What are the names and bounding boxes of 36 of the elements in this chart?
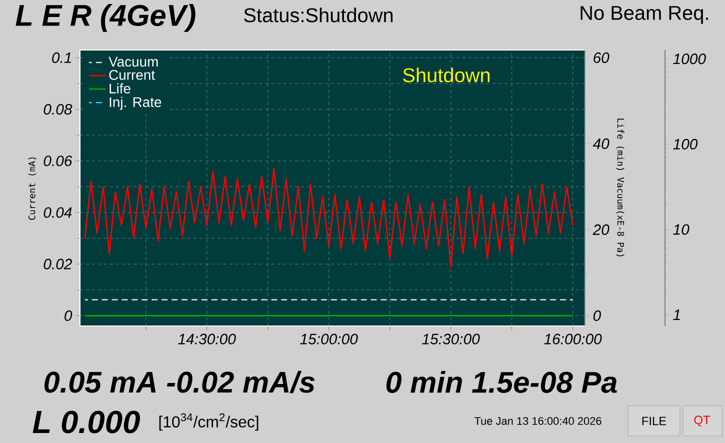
legend-label: Inj. Rate bbox=[110, 96, 162, 110]
y-axis-title: Current (mA) bbox=[28, 157, 36, 220]
y-tick-label: 0.04 bbox=[44, 207, 72, 218]
chart-title: L E R (4GeV) bbox=[16, 4, 196, 32]
x-tick-label: 15:00:00 bbox=[300, 334, 358, 344]
y3-tick-label: 1 bbox=[673, 310, 680, 320]
y-tick-label: 0.06 bbox=[44, 156, 72, 166]
line-series bbox=[84, 168, 574, 268]
y3-tick-label: 10 bbox=[673, 224, 690, 235]
y2-tick-label: 0 bbox=[593, 310, 601, 321]
legend-label: Life bbox=[110, 83, 130, 94]
text: No Beam Req. bbox=[580, 6, 708, 24]
legend-label: Vacuum bbox=[108, 56, 158, 67]
text: [10$^{34}$/cm$^{2}$/sec] bbox=[159, 413, 258, 431]
y2-tick-label: 20 bbox=[592, 224, 610, 235]
y2-axis-title: Life (min) Vacuum(xE-8 Pa) bbox=[616, 118, 624, 256]
text: L 0.000 bbox=[32, 410, 140, 434]
y-tick-label: 0.1 bbox=[52, 52, 71, 64]
y3-tick-label: 1000 bbox=[673, 54, 706, 64]
text: FILE bbox=[642, 416, 666, 426]
text: QT bbox=[694, 416, 710, 426]
text: 0 min 1.5e-08 Pa bbox=[386, 371, 617, 393]
x-tick-label: 15:30:00 bbox=[422, 334, 480, 344]
text: Tue Jan 13 16:00:40 2026 bbox=[474, 417, 602, 425]
legend-label: Current bbox=[109, 70, 155, 80]
x-tick-label: 14:30:00 bbox=[178, 334, 236, 344]
x-tick-label: 16:00:00 bbox=[544, 334, 602, 344]
y-tick-label: 0.02 bbox=[44, 258, 72, 270]
y-tick-label: 0.08 bbox=[44, 104, 72, 115]
text: 0.05 mA -0.02 mA/s bbox=[44, 370, 315, 394]
chart-subtitle: Status:Shutdown bbox=[244, 8, 393, 22]
y2-tick-label: 40 bbox=[592, 138, 610, 149]
y2-tick-label: 60 bbox=[594, 52, 610, 64]
annotation: Shutdown bbox=[403, 68, 490, 82]
y-tick-label: 0 bbox=[64, 310, 72, 321]
y3-tick-label: 100 bbox=[673, 138, 698, 150]
